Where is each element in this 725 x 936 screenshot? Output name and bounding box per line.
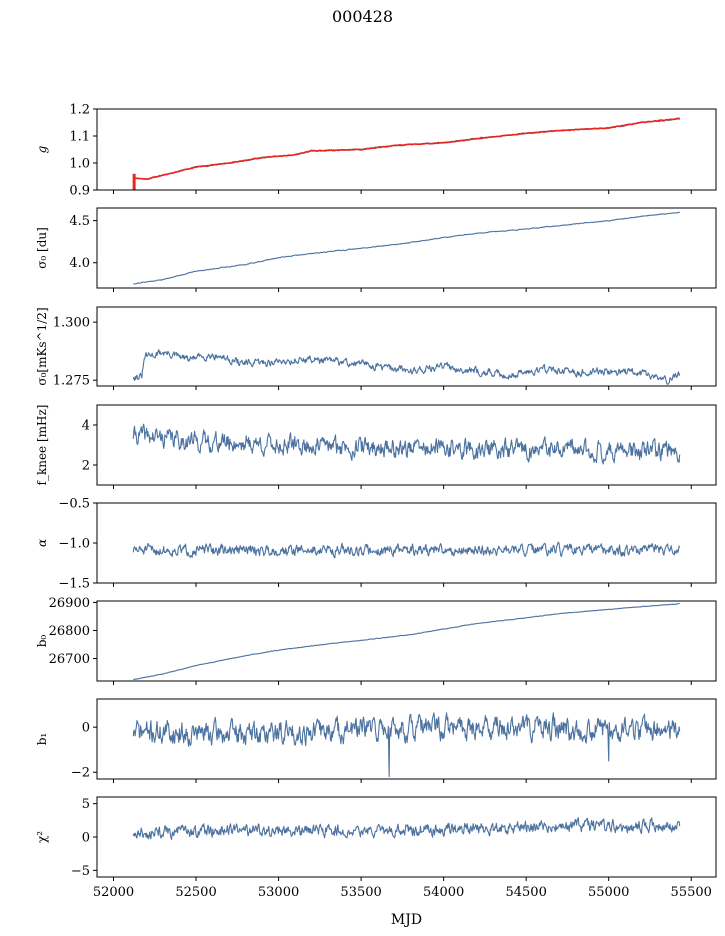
plot-area [132, 817, 681, 841]
series-line-chi2 [132, 817, 681, 841]
x-tick-label: 53000 [258, 885, 299, 900]
y-tick-label: 4.5 [69, 214, 90, 229]
y-tick-label: 1.0 [69, 157, 90, 172]
plot-area [132, 712, 681, 778]
y-tick-label: 2 [82, 459, 90, 474]
y-tick-label: 1.2 [69, 103, 90, 118]
panel-6: 26700 26800 26900 b₀ [35, 596, 717, 685]
axes-frame [96, 404, 717, 486]
series-line-g-fit [133, 117, 680, 181]
y-tick-label: −1.5 [58, 577, 90, 592]
x-tick-label: 52000 [93, 885, 134, 900]
axes-frame [96, 306, 717, 387]
axes-frame [96, 600, 717, 682]
axes-frame [96, 207, 717, 289]
series-line-b1 [132, 712, 681, 778]
series-line-fknee [132, 423, 681, 465]
y-tick-label: −2 [71, 766, 90, 781]
x-tick-label: 52500 [175, 885, 216, 900]
panel-7: −2 0 b₁ [35, 698, 717, 783]
axes-frame [96, 502, 717, 584]
plot-area [132, 423, 681, 465]
x-tick-label: 53500 [340, 885, 381, 900]
plot-area [132, 349, 681, 385]
panel-5: −1.5 −1.0 −0.5 α [35, 497, 717, 592]
plot-area [133, 211, 681, 285]
y-axis-label: χ² [35, 831, 49, 843]
series-line-b0 [133, 602, 680, 681]
y-tick-label: 4 [82, 419, 90, 434]
panel-4: 2 4 f_knee [mHz] [35, 404, 717, 489]
y-axis-label: b₁ [35, 733, 49, 746]
y-tick-label: 26800 [49, 624, 90, 639]
axes-frame [96, 108, 717, 191]
y-axis-label: f_knee [mHz] [35, 405, 49, 486]
plot-area [133, 602, 680, 681]
y-tick-label: 26900 [49, 596, 90, 611]
y-tick-label: 0 [82, 831, 90, 846]
panel-3: 1.275 1.300 σ₀[mKs^1/2] [35, 306, 717, 390]
panel-1: 0.9 1.0 1.1 1.2 g [35, 103, 717, 199]
y-tick-label: 1.1 [69, 130, 90, 145]
y-tick-label: −1.0 [58, 537, 90, 552]
x-tick-label: 54000 [423, 885, 464, 900]
y-tick-label: 5 [82, 797, 90, 812]
plot-area [132, 117, 680, 190]
x-tick-label: 55000 [588, 885, 629, 900]
figure-title: 000428 [331, 7, 394, 26]
y-axis-label: σ₀ [du] [35, 227, 49, 269]
panel-2: 4.0 4.5 σ₀ [du] [35, 207, 717, 292]
axes-frame [96, 698, 717, 780]
series-line-sigma0 [133, 211, 681, 285]
plot-area [132, 541, 681, 559]
x-tick-label: 55500 [671, 885, 712, 900]
y-tick-label: 1.275 [53, 374, 90, 389]
y-tick-label: −0.5 [58, 497, 90, 512]
y-tick-label: −5 [71, 864, 90, 879]
x-axis-label: MJD [391, 912, 422, 928]
x-tick-label: 54500 [505, 885, 546, 900]
y-axis-label: g [35, 145, 49, 153]
y-tick-label: 0.9 [69, 184, 90, 199]
y-axis-label: α [35, 539, 49, 547]
series-line-alpha [132, 541, 681, 559]
series-line-sigma0-mK [132, 349, 681, 385]
y-tick-label: 4.0 [69, 256, 90, 271]
panel-8: −5 0 5 52000 52500 53000 53500 54000 54500 55000 5… [35, 796, 717, 900]
y-axis-label: σ₀[mKs^1/2] [35, 307, 49, 385]
y-tick-label: 0 [82, 721, 90, 736]
y-tick-label: 1.300 [53, 316, 90, 331]
y-axis-label: b₀ [35, 635, 49, 648]
y-tick-label: 26700 [49, 652, 90, 667]
